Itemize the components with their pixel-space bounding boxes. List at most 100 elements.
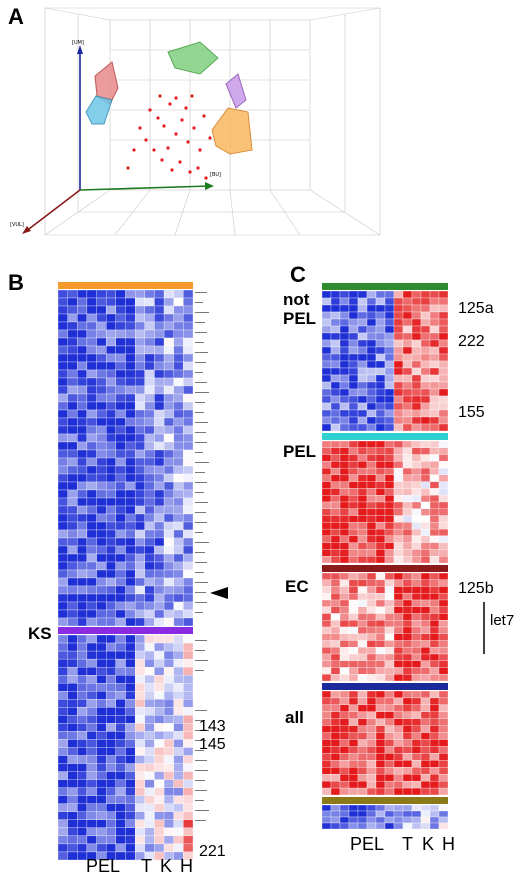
heatmap-cell xyxy=(330,441,341,448)
heatmap-cell xyxy=(58,617,68,626)
heatmap-cell xyxy=(322,515,332,523)
heatmap-cell xyxy=(438,573,448,580)
heatmap-cell xyxy=(402,573,413,580)
heatmap-cell xyxy=(77,505,88,515)
heatmap-cell xyxy=(339,633,350,641)
heatmap-cell xyxy=(420,774,431,782)
heatmap-cell xyxy=(125,811,136,820)
heatmap-cell xyxy=(330,579,341,587)
heatmap-cell xyxy=(115,779,126,788)
heatmap-cell xyxy=(420,409,431,418)
heatmap-cell xyxy=(402,697,413,706)
heatmap-cell xyxy=(339,816,350,824)
heatmap-cell xyxy=(393,495,404,503)
heatmap-cell xyxy=(322,620,332,628)
heatmap-cell xyxy=(357,579,368,587)
panel-c-ec-bar xyxy=(322,565,448,572)
heatmap-cell xyxy=(144,505,155,515)
heatmap-cell xyxy=(96,723,107,732)
heatmap-cell xyxy=(366,767,377,775)
heatmap-cell xyxy=(125,417,136,427)
heatmap-cell xyxy=(125,723,136,732)
heatmap-cell xyxy=(58,433,68,443)
heatmap-cell xyxy=(58,321,68,331)
heatmap-cell xyxy=(96,305,107,315)
heatmap-cell xyxy=(134,715,145,724)
heatmap-cell xyxy=(420,822,431,829)
heatmap-cell xyxy=(384,647,395,655)
heatmap-cell xyxy=(393,291,404,299)
heatmap-cell xyxy=(125,843,136,853)
heatmap-cell xyxy=(77,609,88,619)
heatmap-cell xyxy=(411,810,422,818)
heatmap-cell xyxy=(86,755,97,764)
heatmap-cell xyxy=(144,731,155,740)
heatmap-cell xyxy=(125,457,136,467)
heatmap-cell xyxy=(357,746,368,754)
heatmap-cell xyxy=(86,699,97,708)
heatmap-cell xyxy=(173,691,184,700)
panel-c-letter: C xyxy=(290,262,306,287)
heatmap-cell xyxy=(366,549,377,557)
heatmap-cell xyxy=(106,675,117,684)
heatmap-cell xyxy=(375,674,386,681)
heatmap-cell xyxy=(115,473,126,483)
heatmap-cell xyxy=(86,609,97,619)
heatmap-cell xyxy=(144,290,155,299)
heatmap-cell xyxy=(366,542,377,550)
heatmap-cell xyxy=(420,367,431,376)
heatmap-cell xyxy=(330,805,341,812)
heatmap-cell xyxy=(348,691,359,699)
heatmap-cell xyxy=(420,816,431,824)
heatmap-cell xyxy=(438,474,448,482)
heatmap-cell xyxy=(393,760,404,768)
heatmap-cell xyxy=(144,553,155,563)
heatmap-cell xyxy=(357,816,368,824)
heatmap-cell xyxy=(183,763,193,772)
heatmap-cell xyxy=(106,545,117,555)
heatmap-cell xyxy=(357,697,368,706)
heatmap-cell xyxy=(125,537,136,547)
heatmap-cell xyxy=(375,613,386,621)
heatmap-cell xyxy=(183,723,193,732)
heatmap-cell xyxy=(393,810,404,818)
heatmap-cell xyxy=(402,339,413,348)
heatmap-cell xyxy=(393,660,404,668)
heatmap-cell xyxy=(58,385,68,395)
heatmap-cell xyxy=(173,642,184,652)
heatmap-cell xyxy=(154,433,165,443)
heatmap-cell xyxy=(134,409,145,419)
heatmap-cell xyxy=(393,805,404,812)
heatmap-cell xyxy=(86,747,97,756)
heatmap-cell xyxy=(144,755,155,764)
heatmap-cell xyxy=(330,522,341,530)
heatmap-cell xyxy=(366,822,377,829)
panel-b-annotation-145: 145 xyxy=(199,736,226,753)
heatmap-cell xyxy=(402,325,413,334)
heatmap-cell xyxy=(67,779,78,788)
heatmap-cell xyxy=(96,585,107,595)
heatmap-cell xyxy=(183,449,193,459)
heatmap-cell xyxy=(106,521,117,531)
heatmap-cell xyxy=(77,593,88,603)
heatmap-cell xyxy=(106,465,117,475)
panel-b-xlabel-pel: PEL xyxy=(86,856,121,876)
panel-b-heatmap-lower xyxy=(58,635,193,860)
heatmap-cell xyxy=(96,642,107,652)
heatmap-cell xyxy=(173,739,184,748)
heatmap-cell xyxy=(58,739,68,748)
heatmap-cell xyxy=(411,291,422,299)
heatmap-cell xyxy=(144,321,155,331)
heatmap-cell xyxy=(393,454,404,462)
heatmap-cell xyxy=(438,367,448,376)
heatmap-cell xyxy=(163,305,174,315)
heatmap-cell xyxy=(420,332,431,341)
heatmap-cell xyxy=(144,609,155,619)
heatmap-cell xyxy=(348,447,359,455)
heatmap-cell xyxy=(144,449,155,459)
heatmap-cell xyxy=(154,337,165,347)
heatmap-cell xyxy=(96,683,107,692)
heatmap-cell xyxy=(322,441,332,448)
heatmap-cell xyxy=(134,617,145,626)
heatmap-cell xyxy=(348,481,359,489)
